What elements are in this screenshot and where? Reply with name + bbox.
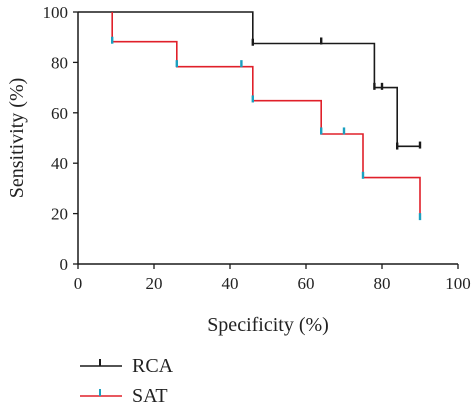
x-axis-title: Specificity (%) — [207, 314, 329, 336]
x-tick-label: 20 — [146, 274, 163, 293]
y-tick-label: 40 — [51, 154, 68, 173]
series-sat — [110, 12, 422, 221]
y-tick-label: 100 — [43, 3, 69, 22]
series-line-rca — [78, 11, 420, 148]
series-line-sat — [111, 12, 421, 218]
legend-label: SAT — [132, 385, 168, 407]
legend-item-sat: SAT — [80, 385, 168, 407]
legend-item-rca: RCA — [80, 355, 174, 377]
x-tick-label: 80 — [374, 274, 391, 293]
y-tick-label: 0 — [60, 255, 69, 274]
x-tick-label: 100 — [445, 274, 471, 293]
x-tick-label: 40 — [222, 274, 239, 293]
y-tick-label: 60 — [51, 104, 68, 123]
y-tick-label: 20 — [51, 205, 68, 224]
series-rca — [78, 11, 422, 150]
legend-label: RCA — [132, 355, 174, 377]
y-tick-label: 80 — [51, 53, 68, 72]
x-tick-label: 0 — [74, 274, 83, 293]
axes: 0 20 40 60 80 100 0 20 40 60 80 100 Specificity (%) S… — [6, 3, 471, 336]
legend: RCA SAT — [80, 355, 174, 407]
y-axis-title: Sensitivity (%) — [6, 78, 28, 199]
x-tick-label: 60 — [298, 274, 315, 293]
series-layer — [78, 11, 422, 221]
